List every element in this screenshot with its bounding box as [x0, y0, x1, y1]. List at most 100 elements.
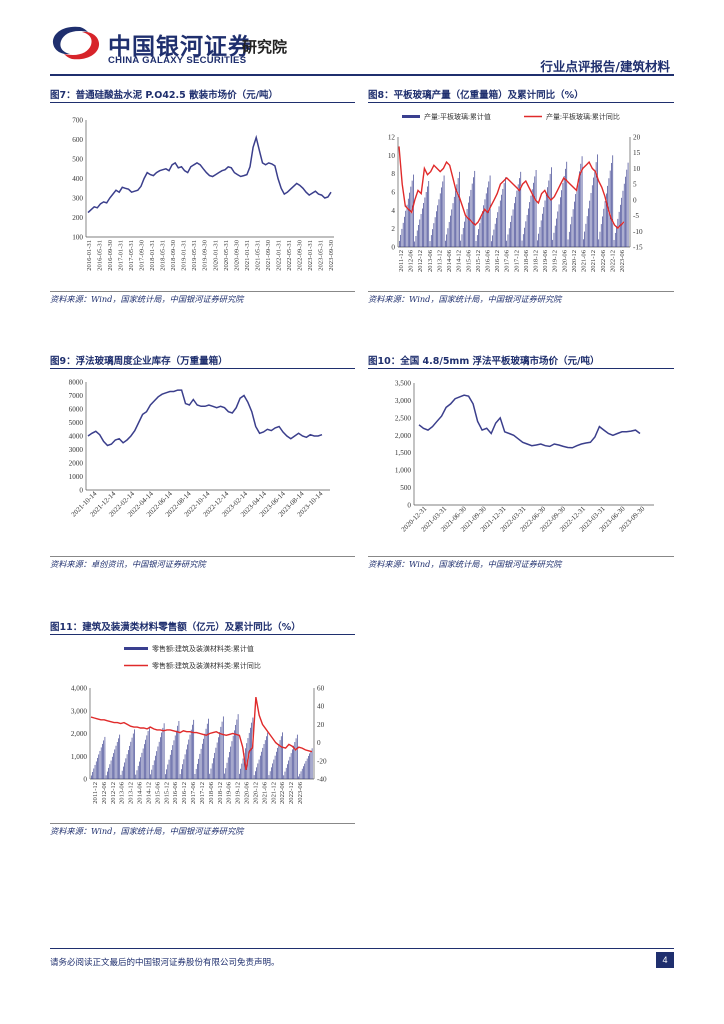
production-bar [548, 180, 550, 247]
retail-sales-bar [119, 734, 121, 779]
production-bar [482, 211, 483, 247]
retail-sales-bar [211, 763, 213, 779]
retail-sales-bar [227, 757, 229, 779]
production-bar [484, 199, 486, 247]
retail-sales-bar [268, 775, 270, 779]
retail-sales-bar [240, 768, 241, 779]
production-bar [560, 197, 561, 247]
retail-sales-bar [299, 773, 301, 779]
glass-price-chart: 05001,0001,5002,0002,5003,0003,5002020-1… [395, 380, 654, 534]
production-bar [600, 224, 602, 247]
retail-sales-bar [277, 747, 278, 779]
retail-sales-bar [263, 744, 265, 779]
y-tick-label: 100 [72, 234, 83, 242]
production-bar [575, 194, 577, 247]
retail-sales-bar [195, 768, 197, 779]
retail-sales-bar [241, 763, 243, 779]
production-bar [475, 241, 477, 247]
y-tick-label: 8000 [69, 379, 84, 387]
x-tick-label: 2018-06 [523, 249, 530, 272]
production-bar [466, 208, 468, 247]
y2-tick-label: 5 [633, 181, 637, 189]
retail-sales-bar [172, 745, 174, 779]
retail-sales-bar [130, 741, 132, 779]
y-tick-label: 1,000 [71, 753, 88, 761]
production-bar [514, 203, 515, 247]
retail-sales-bar [142, 748, 144, 779]
production-bar [538, 233, 539, 247]
x-tick-label: 2018-06 [208, 781, 215, 804]
production-bar [511, 215, 513, 247]
production-bar [616, 225, 617, 247]
x-tick-label: 2019-09-30 [202, 239, 209, 270]
production-bar [415, 236, 417, 247]
retail-sales-bar [173, 740, 175, 779]
production-bar [537, 240, 538, 247]
x-tick-label: 2013-12 [128, 782, 135, 804]
retail-sales-bar [137, 765, 139, 779]
retail-sales-bar [121, 770, 123, 779]
production-bar [423, 203, 424, 247]
retail-sales-bar [140, 757, 142, 779]
retail-sales-bar [301, 768, 303, 779]
retail-sales-bar [176, 730, 177, 779]
production-bar [478, 229, 479, 248]
production-bar [572, 209, 574, 247]
retail-sales-bar [145, 739, 146, 779]
x-tick-label: 2020-01-31 [212, 240, 219, 271]
production-bar [485, 193, 487, 248]
x-tick-label: 2021-12 [270, 782, 277, 804]
y-tick-label: 5000 [69, 419, 84, 427]
production-bar [508, 228, 510, 247]
x-tick-label: 2018-12 [533, 250, 540, 272]
x-tick-label: 2019-05-31 [191, 240, 198, 271]
glass-output-chart: 产量:平板玻璃:累计值 产量:平板玻璃:累计同比 0 2 4 6 8 10 12 -15 -10 -5… [388, 112, 643, 272]
y-tick-label: 700 [72, 117, 83, 125]
retail-sales-bar [298, 776, 299, 779]
retail-sales-bar [109, 764, 111, 779]
retail-sales-bar [256, 767, 257, 779]
production-bar [625, 176, 626, 247]
x-tick-label: 2014-12 [145, 782, 152, 804]
retail-sales-bar [276, 751, 277, 779]
retail-sales-bar [262, 747, 264, 779]
x-tick-label: 2016-12 [181, 782, 188, 804]
x-tick-label: 2018-12 [217, 782, 224, 804]
production-bar [476, 235, 478, 247]
production-bar [618, 211, 620, 247]
footer-disclaimer: 请务必阅读正文最后的中国银河证券股份有限公司免责声明。 [50, 958, 280, 968]
production-bar [561, 190, 562, 247]
retail-sales-bar [151, 769, 153, 779]
production-bar [503, 183, 505, 247]
production-bar [562, 183, 564, 247]
retail-sales-bar [153, 760, 155, 779]
retail-sales-bar [274, 755, 276, 779]
production-bar [409, 192, 410, 247]
x-tick-label: 2023-05-31 [317, 240, 324, 271]
production-bar [516, 190, 518, 247]
production-bar [422, 208, 423, 247]
production-bar [468, 202, 469, 247]
y-tick-label: 3000 [69, 446, 84, 454]
y-tick-label: 2 [391, 225, 395, 233]
production-bar [617, 218, 619, 247]
retail-sales-bar [129, 745, 130, 779]
retail-sales-bar [280, 736, 282, 779]
x-tick-label: 2016-06 [172, 781, 179, 804]
retail-sales-bar [139, 761, 140, 779]
x-tick-label: 2013-12 [436, 250, 443, 272]
production-bar [612, 155, 614, 247]
x-tick-label: 2012-12 [110, 782, 117, 804]
production-bar [603, 208, 605, 247]
retail-sales-bar [193, 719, 195, 779]
figure-source: 资料来源：Wind，国家统计局，中国银河证券研究院 [50, 294, 244, 304]
production-bar [471, 183, 473, 247]
production-bar [621, 197, 623, 247]
retail-sales-bar [222, 716, 224, 779]
retail-sales-bar [168, 759, 170, 779]
retail-sales-bar [279, 740, 281, 779]
retail-sales-bar [177, 725, 179, 779]
production-bar [622, 190, 624, 247]
retail-sales-bar [225, 768, 227, 779]
logo-english: CHINA GALAXY SECURITIES [108, 55, 247, 66]
